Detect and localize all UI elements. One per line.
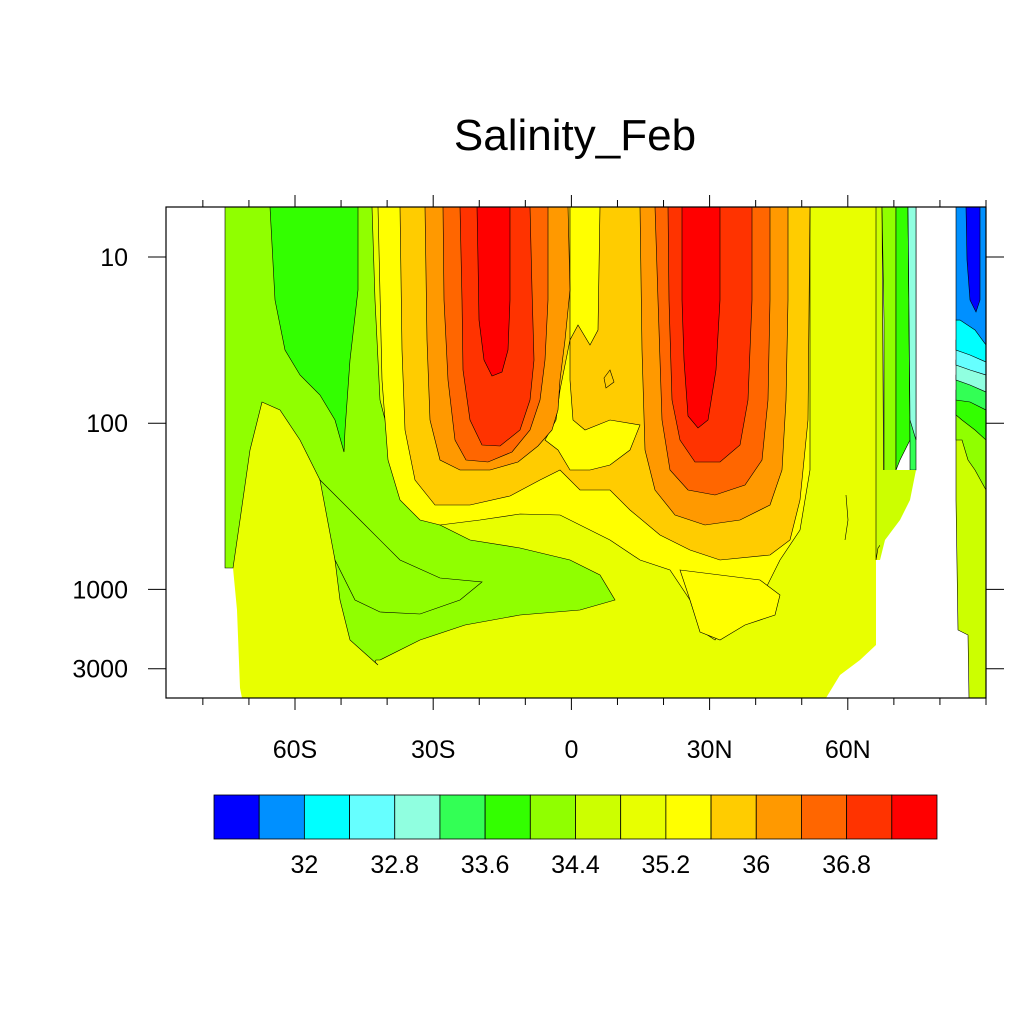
y-axis: 10 100 1000 3000: [72, 244, 1004, 684]
region-max-south: [476, 207, 511, 377]
colorbar-swatch: [575, 794, 622, 840]
region-arctic-34.4: [881, 207, 897, 497]
colorbar-swatch: [258, 794, 305, 840]
x-tick-label: 30S: [411, 736, 455, 764]
region-35.6-center: [544, 207, 641, 471]
colorbar-swatch: [394, 794, 441, 840]
colorbar-swatch: [213, 794, 260, 840]
colorbar: 32 32.8 33.6 34.4 35.2 36 36.8: [213, 794, 938, 879]
colorbar-swatch: [484, 794, 531, 840]
region-arctic-lower: [880, 470, 916, 560]
x-tick-label: 60N: [825, 736, 871, 764]
colorbar-label: 32: [290, 851, 318, 879]
colorbar-swatch: [801, 794, 848, 840]
colorbar-swatch: [665, 794, 712, 840]
colorbar-swatch: [529, 794, 576, 840]
colorbar-swatch: [439, 794, 486, 840]
x-axis: 60S 30S 0 30N 60N: [202, 195, 987, 764]
x-tick-label: 60S: [273, 736, 317, 764]
x-tick-label: 30N: [687, 736, 733, 764]
colorbar-swatch: [620, 794, 667, 840]
region-arctic-34.0: [895, 207, 911, 471]
contour-sliver: [844, 494, 849, 541]
y-tick-label: 100: [86, 410, 128, 438]
colorbar-label: 32.8: [370, 851, 419, 879]
colorbar-swatch: [303, 794, 350, 840]
colorbar-label: 33.6: [461, 851, 510, 879]
y-tick-label: 1000: [72, 576, 128, 604]
region-far-north-min: [965, 207, 981, 313]
region-small-blob: [603, 369, 615, 389]
colorbar-label: 36: [742, 851, 770, 879]
region-arctic-33.2: [907, 207, 917, 441]
region-35.6-deep: [679, 569, 781, 641]
y-tick-label: 3000: [72, 656, 128, 684]
region-far-north-35: [955, 409, 986, 698]
colorbar-label: 36.8: [822, 851, 871, 879]
plot-frame: [165, 206, 987, 699]
chart-title: Salinity_Feb: [454, 111, 696, 160]
region-34.0-south: [269, 207, 359, 453]
region-34.4-deep: [319, 479, 483, 615]
region-max-north: [681, 207, 721, 429]
colorbar-label: 35.2: [642, 851, 691, 879]
salinity-field: [224, 207, 986, 698]
colorbar-swatch: [710, 794, 757, 840]
x-tick-label: 0: [564, 736, 578, 764]
y-tick-label: 10: [100, 244, 128, 272]
colorbar-swatch: [846, 794, 893, 840]
colorbar-swatch: [755, 794, 802, 840]
colorbar-swatch: [349, 794, 396, 840]
colorbar-label: 34.4: [551, 851, 600, 879]
colorbar-swatch: [891, 794, 938, 840]
